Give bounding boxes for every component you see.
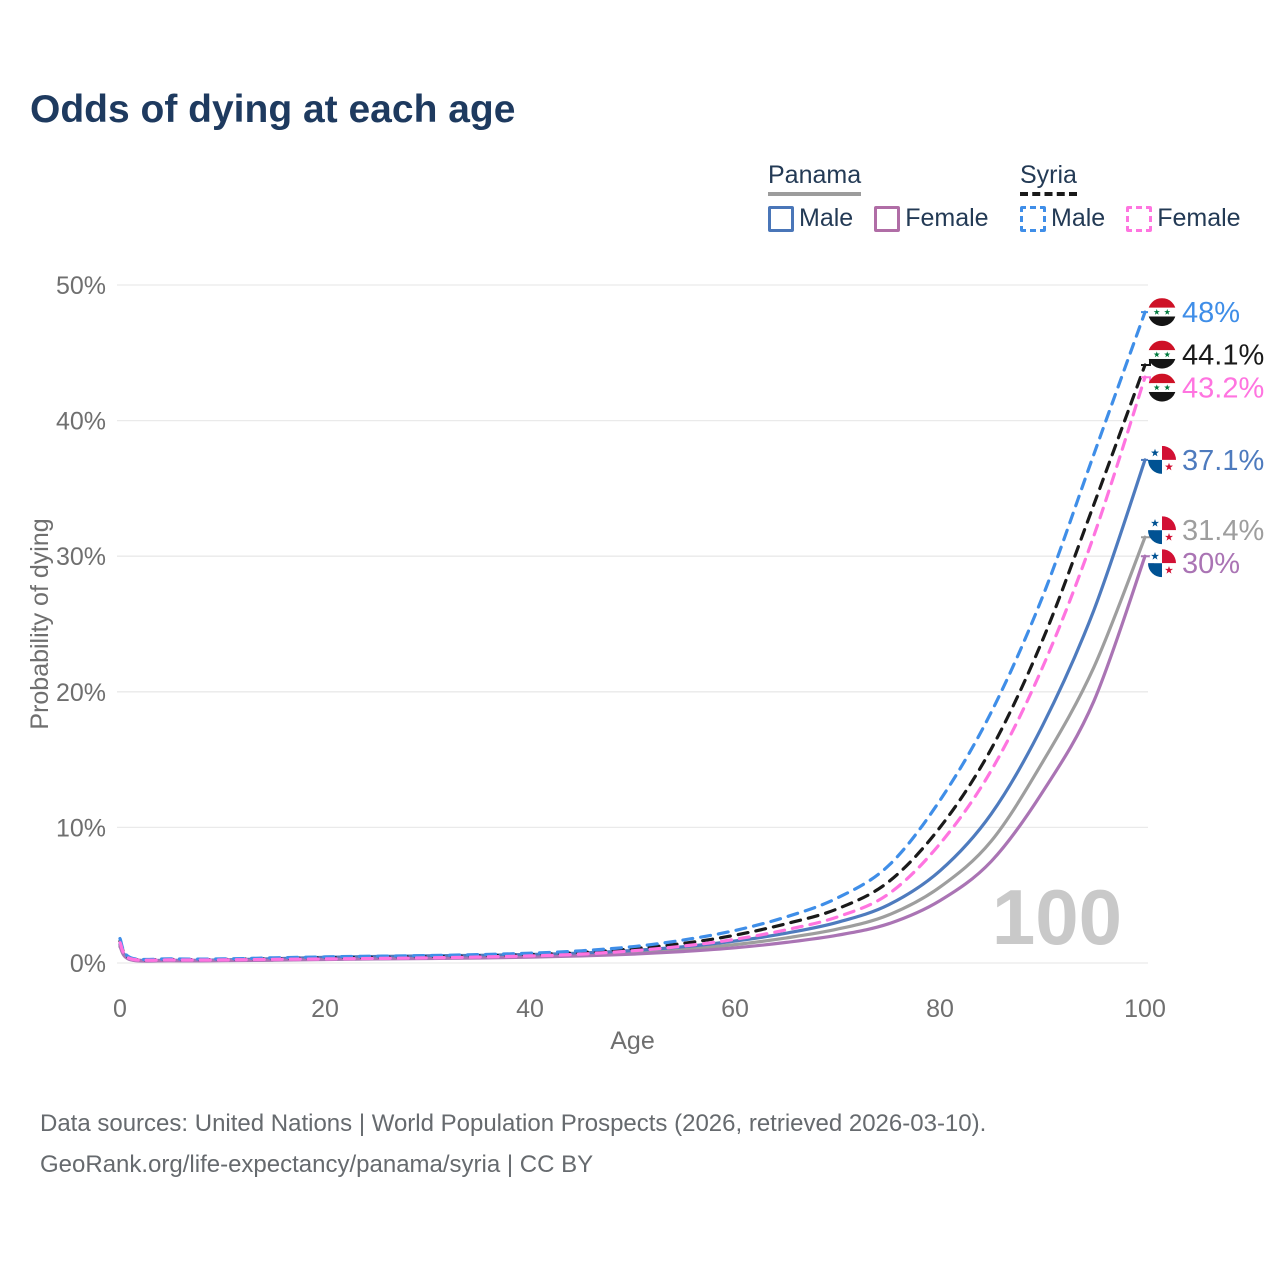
syria-flag-icon — [1148, 298, 1176, 326]
x-tick-label: 80 — [926, 995, 954, 1023]
syria-flag-icon — [1148, 341, 1176, 369]
y-tick-label: 20% — [56, 679, 106, 707]
checkbox-icon[interactable] — [1126, 205, 1153, 232]
x-tick-label: 0 — [113, 995, 127, 1023]
checkbox-icon[interactable] — [768, 205, 794, 232]
legend-item-syria-male[interactable]: Male — [1020, 204, 1105, 233]
legend-item-label: Male — [799, 204, 854, 232]
y-tick-label: 30% — [56, 543, 106, 571]
panama-flag-icon — [1148, 446, 1176, 474]
legend-item-panama-female[interactable]: Female — [874, 204, 989, 233]
end-value-label: 48% — [1182, 297, 1240, 329]
series-line-syria-both[interactable] — [118, 363, 1147, 962]
footer-line-1: Data sources: United Nations | World Pop… — [40, 1110, 987, 1137]
end-value-label: 31.4% — [1182, 515, 1264, 547]
series-line-syria-male[interactable] — [118, 310, 1147, 962]
y-tick-label: 50% — [56, 272, 106, 300]
checkbox-icon[interactable] — [1020, 205, 1046, 232]
footer-line-2: GeoRank.org/life-expectancy/panama/syria… — [40, 1151, 594, 1178]
end-value-label: 43.2% — [1182, 373, 1264, 405]
x-tick-label: 100 — [1124, 995, 1166, 1023]
legend-header-panama: Panama — [768, 161, 862, 196]
x-axis-title: Age — [610, 1027, 654, 1055]
panama-flag-icon — [1148, 549, 1176, 577]
legend-item-syria-female[interactable]: Female — [1126, 204, 1241, 233]
footer: Data sources: United Nations | World Pop… — [40, 1103, 986, 1185]
page-title: Odds of dying at each age — [30, 88, 516, 131]
y-tick-label: 0% — [70, 950, 106, 978]
panama-flag-icon — [1148, 516, 1176, 544]
syria-flag-icon — [1148, 374, 1176, 402]
watermark: 100 — [992, 873, 1122, 961]
legend-item-panama-male[interactable]: Male — [768, 204, 853, 233]
legend-group-syria: Syria Male Female — [1020, 161, 1241, 233]
legend-item-label: Female — [1157, 204, 1241, 232]
checkbox-icon[interactable] — [874, 205, 901, 232]
y-tick-label: 40% — [56, 408, 106, 436]
end-value-label: 37.1% — [1182, 445, 1264, 477]
legend-header-syria: Syria — [1020, 161, 1077, 196]
legend-item-label: Male — [1051, 204, 1106, 232]
end-value-label: 30% — [1182, 548, 1240, 580]
legend-group-panama: Panama Male Female — [768, 161, 989, 233]
end-value-label: 44.1% — [1182, 340, 1264, 372]
legend-item-label: Female — [905, 204, 989, 232]
y-axis-title: Probability of dying — [26, 518, 54, 729]
series-line-syria-female[interactable] — [118, 375, 1147, 962]
y-tick-label: 10% — [56, 814, 106, 842]
x-tick-label: 60 — [721, 995, 749, 1023]
x-tick-label: 20 — [311, 995, 339, 1023]
x-tick-label: 40 — [516, 995, 544, 1023]
